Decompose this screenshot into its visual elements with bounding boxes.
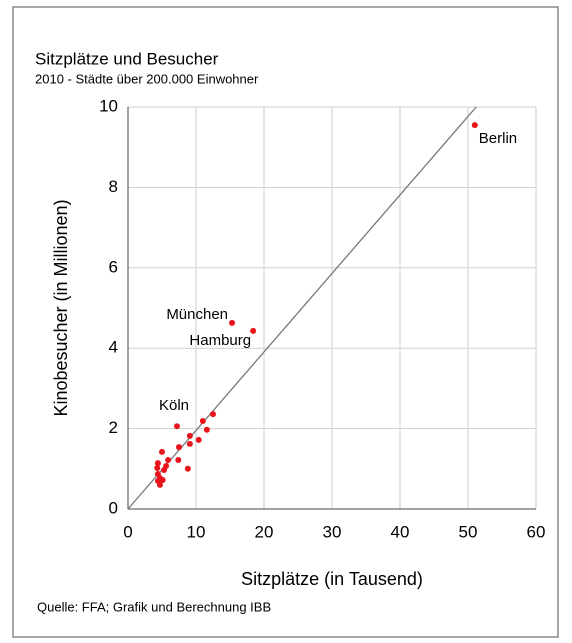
point-label: München — [166, 306, 228, 323]
x-tick-label: 40 — [391, 522, 410, 541]
point — [471, 122, 478, 129]
y-tick-label: 4 — [109, 338, 118, 357]
x-tick-label: 10 — [187, 522, 206, 541]
trendline — [127, 106, 477, 510]
point — [250, 327, 257, 334]
point — [159, 448, 165, 455]
point — [184, 465, 191, 472]
x-tick-label: 0 — [123, 522, 132, 541]
point-label: Köln — [159, 397, 189, 414]
point — [175, 456, 182, 463]
y-tick-label: 2 — [109, 418, 118, 437]
x-tick-label: 50 — [459, 522, 478, 541]
point — [154, 460, 161, 467]
y-tick-label: 10 — [99, 96, 118, 115]
point — [159, 477, 166, 484]
point — [210, 411, 216, 418]
y-axis-label: Kinobesucher (in Millionen) — [51, 199, 71, 416]
point — [195, 436, 202, 443]
chart-subtitle: 2010 - Städte über 200.000 Einwohner — [35, 71, 259, 86]
x-tick-label: 20 — [255, 522, 274, 541]
x-tick-label: 30 — [323, 522, 342, 541]
point — [165, 456, 172, 463]
y-tick-label: 6 — [109, 257, 118, 276]
y-tick-label: 8 — [109, 177, 118, 196]
chart-title: Sitzplätze und Besucher — [35, 49, 219, 68]
point — [154, 464, 161, 471]
point-label: Berlin — [479, 130, 517, 147]
source-note: Quelle: FFA; Grafik und Berechnung IBB — [37, 599, 271, 614]
frame — [12, 6, 559, 638]
point — [156, 481, 163, 488]
point — [229, 319, 236, 326]
point — [186, 440, 193, 447]
point — [161, 467, 168, 474]
y-tick-label: 0 — [109, 498, 118, 517]
point — [203, 426, 210, 433]
point-label: Hamburg — [189, 332, 251, 349]
point — [199, 417, 206, 424]
point — [176, 444, 182, 451]
x-tick-label: 60 — [527, 522, 546, 541]
x-axis-label: Sitzplätze (in Tausend) — [241, 569, 423, 589]
point — [186, 432, 193, 439]
point — [173, 423, 180, 430]
